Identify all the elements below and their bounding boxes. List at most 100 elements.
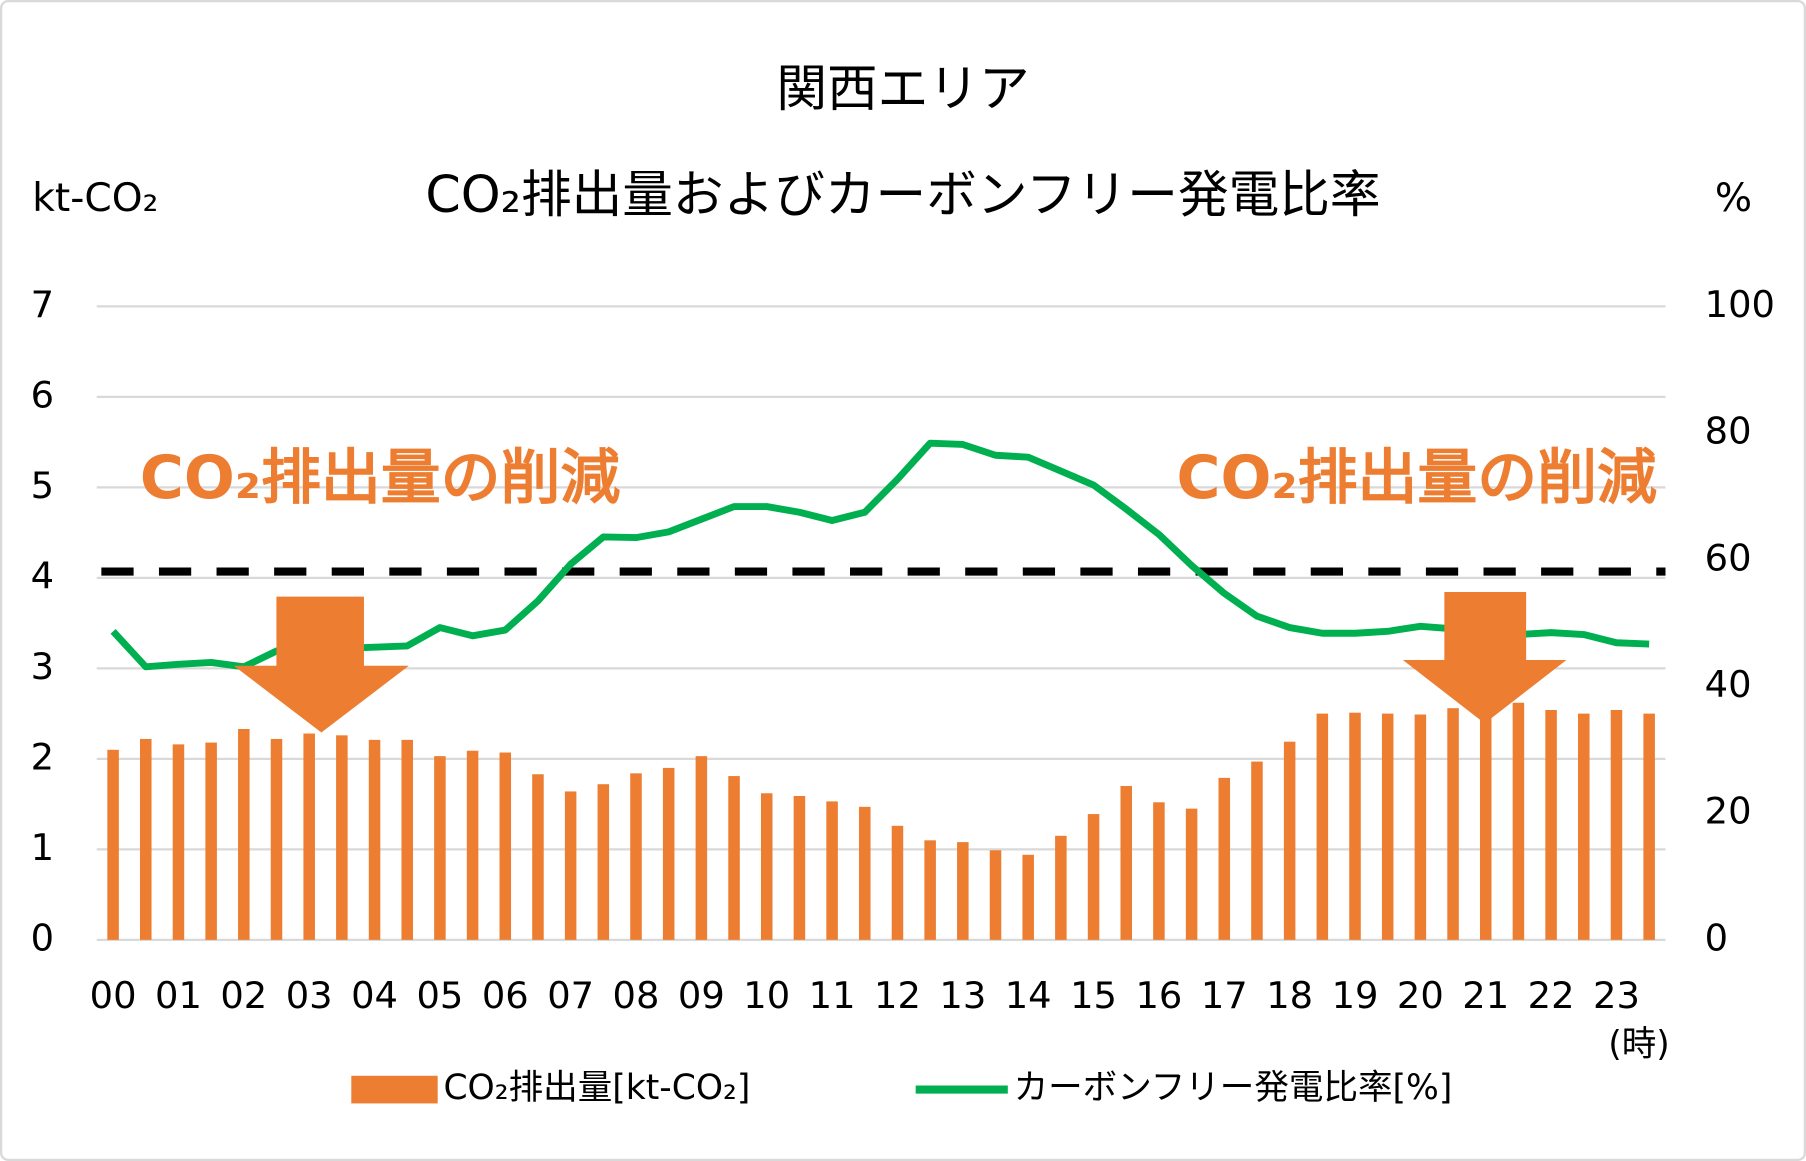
y-tick-label: 6	[31, 373, 54, 416]
x-tick-label: 16	[1135, 974, 1182, 1017]
bar	[205, 742, 217, 940]
bar	[1120, 786, 1132, 940]
bar	[1578, 713, 1590, 940]
y-tick-label: 2	[31, 735, 54, 778]
y-tick-label: 1	[31, 826, 54, 869]
x-tick-label: 05	[416, 974, 463, 1017]
y-tick-label: 7	[31, 283, 54, 326]
bar	[1055, 835, 1067, 940]
bar	[924, 840, 936, 940]
y-tick-label: 0	[31, 916, 54, 959]
arrow	[233, 596, 409, 733]
bar	[499, 752, 512, 940]
x-tick-label: 17	[1201, 974, 1248, 1017]
bar	[793, 795, 806, 940]
bar	[238, 729, 250, 940]
x-tick-label: 15	[1070, 974, 1117, 1017]
x-tick-label: 06	[482, 974, 529, 1017]
y2-tick-label: 60	[1705, 536, 1752, 579]
bar	[1479, 708, 1492, 940]
legend-label: カーボンフリー発電比率[%]	[1014, 1068, 1453, 1108]
x-tick-label: 09	[678, 974, 725, 1017]
annotation: CO₂排出量の削減	[1177, 443, 1657, 513]
bar	[1185, 808, 1198, 940]
y-tick-label: 5	[31, 464, 54, 507]
bar	[532, 774, 544, 940]
x-tick-label: 04	[351, 974, 398, 1017]
annotation: CO₂排出量の削減	[140, 443, 620, 513]
x-tick-label: 23	[1593, 974, 1640, 1017]
bar	[662, 767, 675, 940]
bar	[1643, 713, 1655, 940]
bar	[1447, 708, 1459, 940]
x-tick-label: 18	[1266, 974, 1313, 1017]
x-tick-label: 10	[743, 974, 790, 1017]
bar	[1414, 714, 1427, 940]
bar	[1381, 713, 1394, 940]
bar	[107, 749, 119, 940]
bar	[630, 773, 642, 940]
y-tick-label: 3	[31, 645, 54, 688]
x-tick-label: 22	[1528, 974, 1575, 1017]
legend-label: CO₂排出量[kt-CO₂]	[443, 1068, 750, 1108]
bar	[695, 756, 708, 940]
x-tick-label: 01	[155, 974, 202, 1017]
bar	[336, 735, 348, 940]
y2-tick-label: 20	[1705, 790, 1752, 833]
line-series	[110, 439, 1650, 671]
bar	[1512, 702, 1525, 940]
bar	[401, 739, 413, 940]
bar	[564, 791, 577, 940]
bar	[172, 744, 185, 940]
bar	[728, 776, 740, 940]
chart-title: 関西エリア	[776, 59, 1029, 118]
x-tick-label: 19	[1332, 974, 1379, 1017]
bar	[989, 850, 1002, 940]
bar	[597, 784, 610, 940]
bar	[957, 842, 969, 940]
bar	[368, 739, 381, 940]
bar	[466, 750, 479, 940]
x-axis-unit: (時)	[1608, 1024, 1670, 1064]
bar	[1218, 777, 1231, 940]
x-tick-label: 11	[809, 974, 856, 1017]
legend-swatch	[351, 1075, 438, 1104]
x-tick-label: 02	[220, 974, 267, 1017]
bar	[1251, 761, 1263, 940]
bar	[859, 806, 871, 940]
y2-tick-label: 40	[1705, 663, 1752, 706]
bar	[826, 801, 838, 940]
x-tick-label: 03	[286, 974, 333, 1017]
y2-tick-label: 0	[1705, 916, 1728, 959]
x-tick-label: 20	[1397, 974, 1444, 1017]
arrow	[1402, 592, 1567, 724]
bar	[1545, 709, 1557, 940]
bar	[1316, 713, 1329, 940]
bar	[891, 825, 904, 940]
bar	[1610, 709, 1623, 940]
x-tick-label: 13	[939, 974, 986, 1017]
x-tick-label: 08	[613, 974, 660, 1017]
bar	[1087, 814, 1100, 940]
y-axis-label: kt-CO₂	[32, 176, 158, 221]
x-tick-label: 14	[1005, 974, 1052, 1017]
bar	[1153, 802, 1165, 940]
x-tick-label: 00	[90, 974, 137, 1017]
x-tick-label: 12	[874, 974, 921, 1017]
bar	[270, 738, 283, 940]
bar	[434, 756, 446, 940]
x-tick-label: 07	[547, 974, 594, 1017]
bar	[760, 793, 773, 940]
bar	[1022, 854, 1034, 940]
x-tick-label: 21	[1462, 974, 1509, 1017]
y2-tick-label: 100	[1705, 283, 1775, 326]
y2-axis-label: %	[1715, 176, 1752, 221]
bar	[140, 738, 152, 940]
y2-tick-label: 80	[1705, 410, 1752, 453]
bar	[303, 733, 315, 940]
bar	[1349, 712, 1361, 940]
chart-subtitle: CO₂排出量およびカーボンフリー発電比率	[425, 165, 1380, 224]
y-tick-label: 4	[31, 554, 54, 597]
